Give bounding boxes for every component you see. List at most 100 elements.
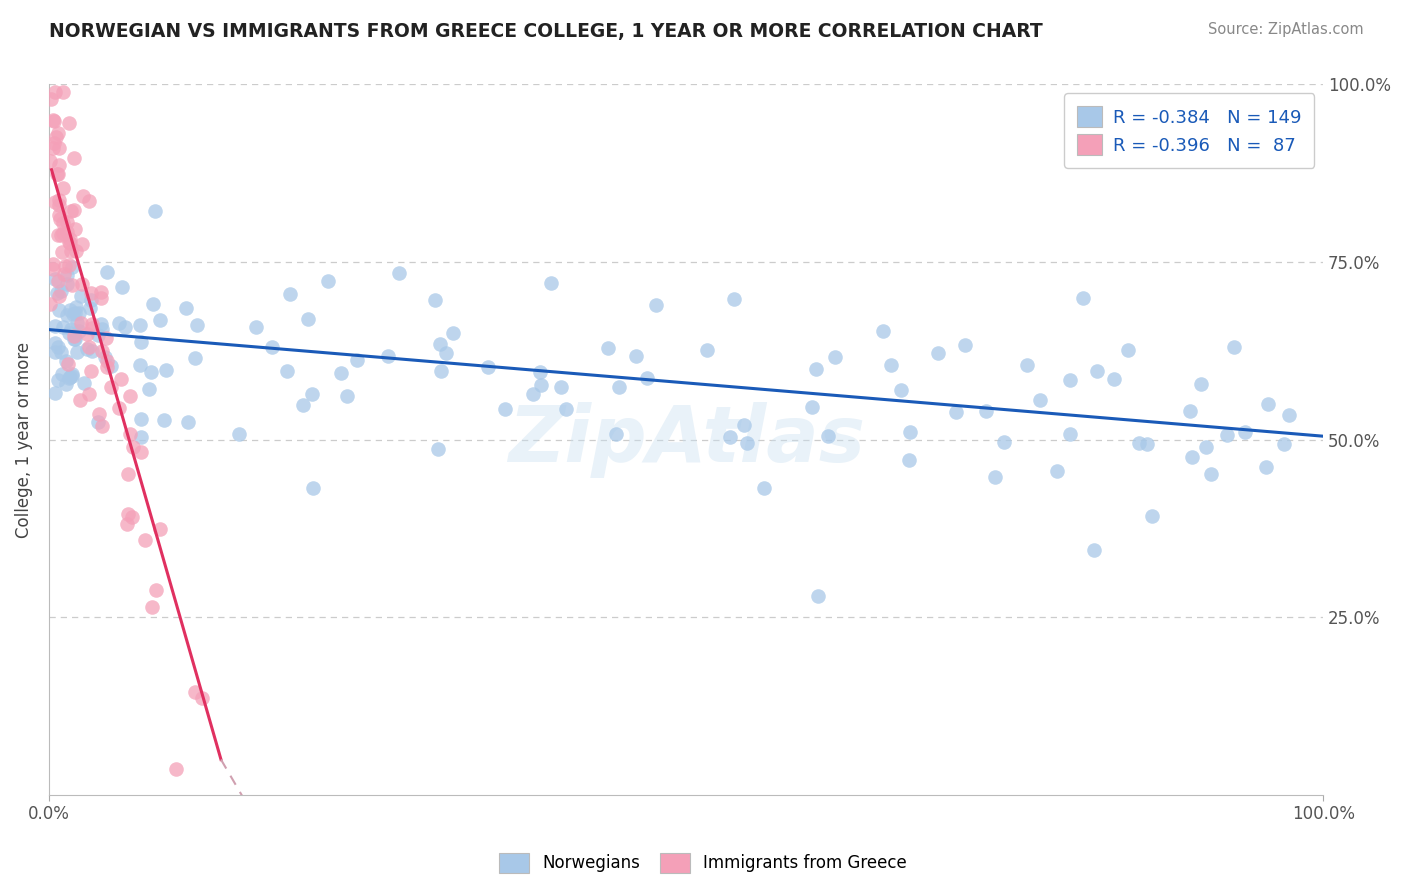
Point [70,277,93,291]
Point [718,429,741,443]
Point [39,153,62,168]
Point [141,599,163,614]
Point [58,326,80,340]
Point [297,311,319,326]
Point [46,167,69,181]
Point [276,364,298,378]
Point [1278,408,1301,422]
Point [143,203,166,218]
Text: NORWEGIAN VS IMMIGRANTS FROM GREECE COLLEGE, 1 YEAR OR MORE CORRELATION CHART: NORWEGIAN VS IMMIGRANTS FROM GREECE COLL… [49,22,1043,41]
Point [128,358,150,372]
Point [48,303,70,318]
Text: Source: ZipAtlas.com: Source: ZipAtlas.com [1208,22,1364,37]
Point [94,331,117,345]
Point [1083,542,1105,557]
Point [48,193,70,207]
Point [90,317,112,331]
Point [879,358,901,372]
Point [80,317,103,331]
Point [48,141,70,155]
Point [129,335,152,350]
Point [723,292,745,306]
Point [48,289,70,303]
Point [90,291,112,305]
Point [42,136,65,150]
Point [165,762,187,776]
Point [1195,440,1218,454]
Point [44,385,66,400]
Point [735,435,758,450]
Point [152,413,174,427]
Point [53,267,76,281]
Point [434,346,457,360]
Point [174,301,197,316]
Point [72,189,94,203]
Point [752,481,775,495]
Point [59,244,82,258]
Point [1028,393,1050,408]
Point [46,126,69,140]
Point [430,364,453,378]
Point [624,349,647,363]
Point [42,261,65,276]
Point [86,415,108,429]
Point [63,221,86,235]
Point [63,329,86,343]
Point [1178,404,1201,418]
Point [110,372,132,386]
Point [96,353,118,368]
Point [46,168,69,182]
Point [55,277,77,291]
Point [69,393,91,408]
Point [186,318,208,333]
Point [107,316,129,330]
Point [58,116,80,130]
Point [87,327,110,342]
Point [872,324,894,338]
Point [70,237,93,252]
Point [477,359,499,374]
Point [443,326,465,340]
Point [44,335,66,350]
Point [529,365,551,379]
Point [52,85,75,99]
Point [51,345,73,359]
Point [121,509,143,524]
Point [122,440,145,454]
Point [117,467,139,481]
Point [1059,427,1081,442]
Point [890,383,912,397]
Point [278,286,301,301]
Point [598,341,620,355]
Point [65,332,87,346]
Point [262,340,284,354]
Point [62,368,84,382]
Point [184,684,207,698]
Point [388,266,411,280]
Point [555,402,578,417]
Point [55,376,77,391]
Point [90,344,112,359]
Point [927,346,949,360]
Point [1181,450,1204,464]
Legend: Norwegians, Immigrants from Greece: Norwegians, Immigrants from Greece [492,847,914,880]
Legend: R = -0.384   N = 149, R = -0.396   N =  87: R = -0.384 N = 149, R = -0.396 N = 87 [1064,94,1315,168]
Point [129,429,152,443]
Point [58,235,80,250]
Point [530,377,553,392]
Point [48,211,70,226]
Point [138,382,160,396]
Point [115,517,138,532]
Point [60,278,83,293]
Point [44,344,66,359]
Point [155,362,177,376]
Point [120,427,142,442]
Point [291,398,314,412]
Point [44,195,66,210]
Point [993,434,1015,449]
Point [60,203,83,218]
Point [329,366,352,380]
Point [118,389,141,403]
Point [59,369,82,384]
Point [1272,437,1295,451]
